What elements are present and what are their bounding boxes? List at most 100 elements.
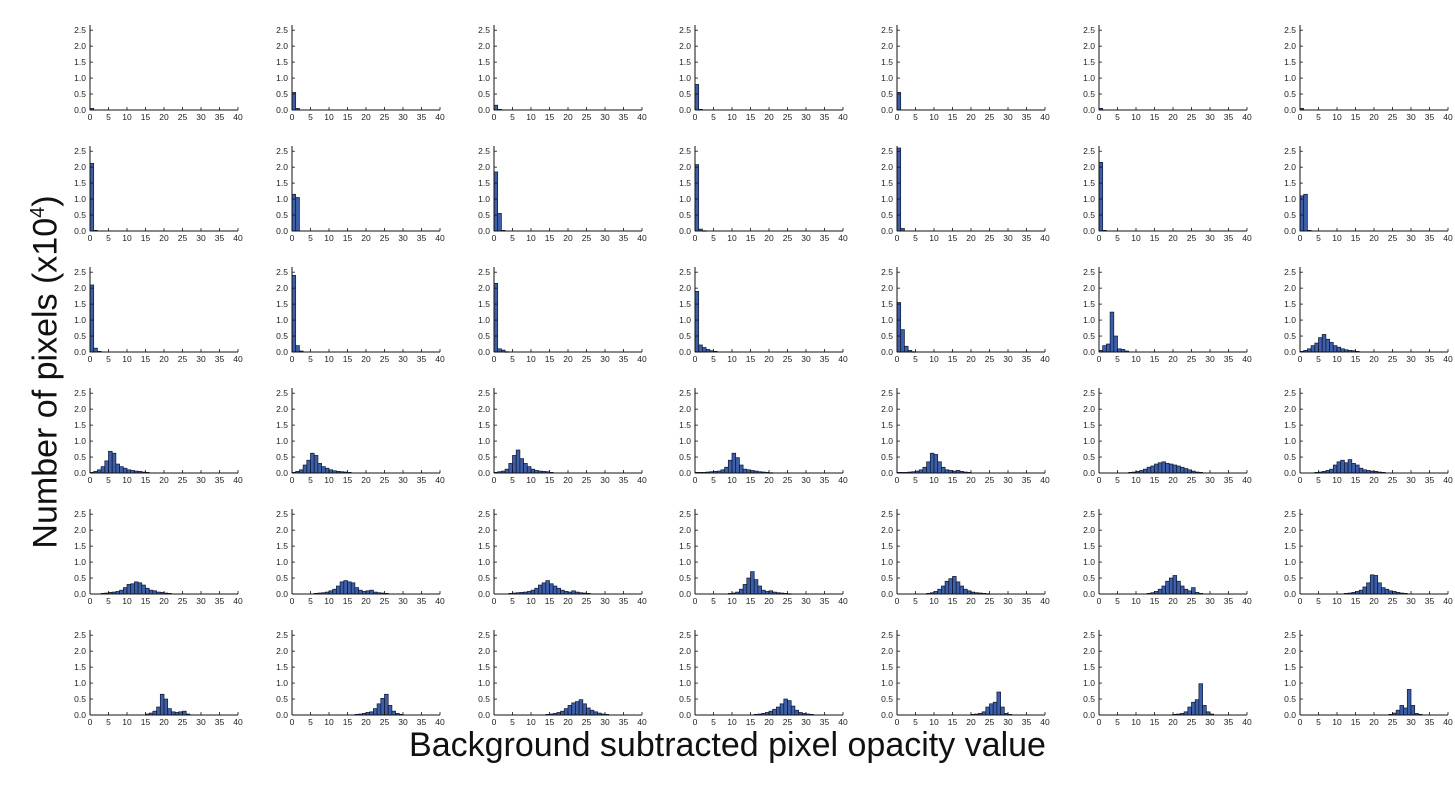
x-tick-label: 30	[801, 112, 811, 122]
y-tick-label: 2.5	[679, 267, 691, 277]
x-tick-label: 40	[1242, 112, 1252, 122]
y-tick-label: 0.5	[881, 331, 893, 341]
x-tick-label: 10	[324, 475, 334, 485]
histogram-bar	[1191, 701, 1196, 716]
y-tick-label: 1.0	[881, 315, 893, 325]
x-tick-label: 5	[308, 717, 313, 727]
y-tick-label: 0.0	[679, 226, 691, 236]
x-tick-label: 25	[1187, 354, 1197, 364]
y-tick-label: 0.0	[1083, 589, 1095, 599]
histogram-bar	[1332, 464, 1338, 474]
x-tick-label: 0	[88, 112, 93, 122]
histogram-bar	[515, 449, 521, 474]
histogram-bar	[896, 302, 902, 353]
histogram-bar	[167, 708, 172, 716]
histogram-bar	[1395, 709, 1401, 716]
x-tick-label: 35	[1022, 354, 1032, 364]
histogram-bar	[563, 708, 569, 716]
x-tick-label: 0	[290, 717, 295, 727]
y-tick-label: 1.5	[478, 299, 490, 309]
x-tick-label: 0	[895, 596, 900, 606]
x-tick-label: 30	[801, 596, 811, 606]
histogram-panel: 0.0 0.5 1.0 1.5 2.0 2.5 0 5 10 15 20 25 30 35 40	[881, 267, 1050, 364]
y-tick-label: 0.0	[1284, 589, 1296, 599]
histogram-bar	[1180, 585, 1185, 595]
x-tick-label: 35	[820, 112, 830, 122]
y-tick-label: 1.0	[478, 678, 490, 688]
y-tick-label: 1.5	[276, 541, 288, 551]
y-tick-label: 0.0	[478, 347, 490, 357]
x-tick-label: 5	[510, 233, 515, 243]
y-tick-label: 0.0	[1083, 347, 1095, 357]
histogram-bar	[1161, 585, 1166, 595]
x-tick-label: 35	[215, 112, 225, 122]
x-tick-label: 0	[88, 596, 93, 606]
histogram-bar	[1157, 462, 1163, 474]
histogram-bar	[985, 706, 990, 716]
x-tick-label: 40	[435, 354, 445, 364]
x-tick-label: 40	[1242, 475, 1252, 485]
x-tick-label: 20	[361, 233, 371, 243]
x-tick-label: 5	[510, 717, 515, 727]
histogram-bar	[552, 585, 558, 595]
histogram-bar	[739, 588, 744, 595]
x-tick-label: 20	[1369, 233, 1379, 243]
x-tick-label: 30	[398, 354, 408, 364]
y-tick-label: 0.5	[74, 573, 86, 583]
histogram-bar	[963, 588, 968, 595]
histogram-bar	[1336, 461, 1342, 474]
x-tick-label: 30	[1003, 354, 1013, 364]
x-tick-label: 20	[966, 596, 976, 606]
x-tick-label: 30	[398, 233, 408, 243]
y-tick-label: 0.5	[478, 210, 490, 220]
y-tick-label: 0.0	[1083, 710, 1095, 720]
histogram-bar	[291, 275, 297, 353]
y-tick-label: 2.0	[276, 162, 288, 172]
y-tick-label: 1.5	[1083, 57, 1095, 67]
x-tick-label: 15	[545, 596, 555, 606]
x-tick-label: 20	[563, 475, 573, 485]
x-tick-label: 40	[1443, 596, 1453, 606]
y-tick-label: 2.0	[1284, 162, 1296, 172]
x-tick-label: 15	[141, 717, 151, 727]
x-tick-label: 20	[764, 475, 774, 485]
histogram-bar	[119, 589, 124, 595]
histogram-bar	[336, 585, 341, 595]
y-tick-label: 2.5	[276, 509, 288, 519]
x-tick-label: 10	[929, 233, 939, 243]
y-tick-label: 2.0	[1284, 283, 1296, 293]
x-tick-label: 0	[492, 233, 497, 243]
x-tick-label: 10	[1332, 354, 1342, 364]
x-tick-label: 35	[1224, 112, 1234, 122]
x-tick-label: 20	[563, 233, 573, 243]
histogram-bar	[159, 693, 165, 716]
x-tick-label: 40	[233, 596, 243, 606]
histogram-panel: 0.0 0.5 1.0 1.5 2.0 2.5 0 5 10 15 20 25 30 35 40	[1284, 388, 1453, 485]
y-tick-label: 0.5	[679, 331, 691, 341]
x-tick-label: 25	[1187, 475, 1197, 485]
y-tick-label: 0.0	[881, 468, 893, 478]
histogram-bar	[742, 584, 748, 595]
histogram-bar	[534, 587, 539, 595]
x-tick-label: 30	[600, 354, 610, 364]
x-tick-label: 40	[435, 112, 445, 122]
histogram-bar	[508, 463, 513, 474]
x-tick-label: 40	[233, 717, 243, 727]
y-tick-label: 2.0	[881, 404, 893, 414]
histogram-bar	[739, 464, 744, 474]
x-tick-label: 10	[727, 112, 737, 122]
histogram-bar	[313, 455, 319, 474]
histogram-bar	[787, 700, 792, 716]
histogram-bar	[694, 164, 700, 232]
x-tick-label: 10	[929, 112, 939, 122]
x-tick-label: 25	[380, 717, 390, 727]
y-tick-label: 2.5	[478, 630, 490, 640]
y-tick-label: 1.5	[1083, 541, 1095, 551]
histogram-bar	[1332, 345, 1338, 353]
y-tick-label: 1.0	[679, 194, 691, 204]
x-tick-label: 20	[361, 475, 371, 485]
y-tick-label: 0.0	[478, 710, 490, 720]
y-tick-label: 0.0	[74, 226, 86, 236]
x-tick-label: 30	[398, 475, 408, 485]
x-tick-label: 10	[1332, 717, 1342, 727]
